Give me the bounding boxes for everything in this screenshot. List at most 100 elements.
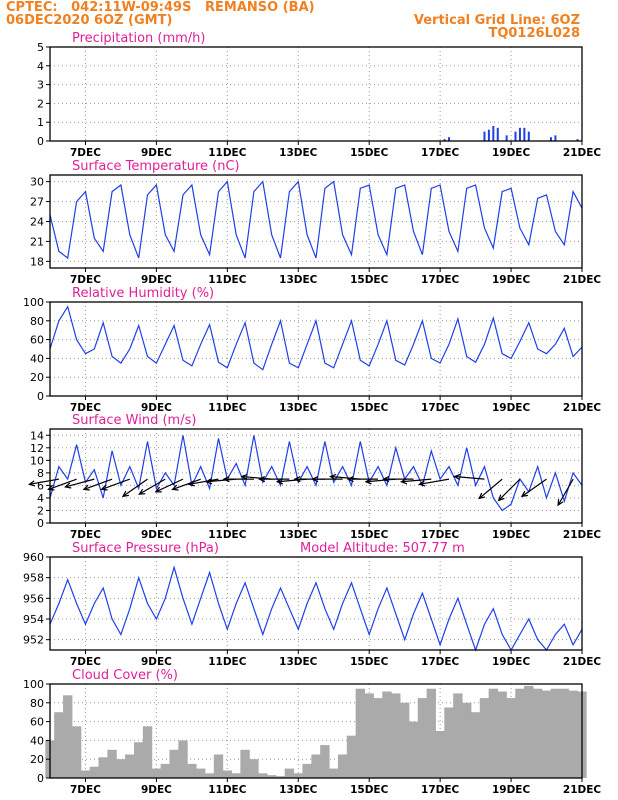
- x-tick-label: 15DEC: [350, 784, 389, 796]
- cloud-bar: [98, 757, 108, 778]
- cloud-bar: [293, 773, 303, 778]
- x-tick-label: 15DEC: [350, 147, 389, 159]
- cloud-bar: [488, 688, 499, 778]
- cloud-bar: [559, 688, 569, 778]
- wind-vector: [454, 475, 485, 480]
- series-line: [49, 435, 583, 512]
- wind-vector: [419, 478, 450, 485]
- wind-arrowhead: [364, 478, 372, 485]
- x-tick-label: 17DEC: [421, 784, 460, 796]
- precip-bar: [505, 135, 508, 141]
- wind-arrowhead: [222, 475, 230, 483]
- cloud-bar: [435, 731, 445, 778]
- x-tick-label: 13DEC: [279, 274, 318, 286]
- cloud-bar: [373, 698, 383, 778]
- y-tick-label: 20: [30, 753, 44, 766]
- wind-arrowhead: [204, 478, 213, 485]
- cloud-bar: [160, 763, 170, 778]
- wind-vector: [122, 478, 148, 497]
- wind-arrowhead: [520, 490, 528, 498]
- wind-arrowhead: [240, 473, 248, 481]
- cloud-bar: [329, 768, 339, 778]
- wind-arrowhead: [453, 473, 461, 481]
- precip-bar: [496, 127, 499, 141]
- x-tick-label: 21DEC: [563, 147, 602, 159]
- cloud-bar: [382, 691, 392, 778]
- cloud-bar: [417, 698, 428, 778]
- wind-vector: [557, 478, 574, 506]
- wind-vector: [29, 478, 59, 485]
- panel-2: 18 21 24 27 30 7DEC 9DEC 11DEC 13DEC 15DEC 17DEC 19…: [30, 159, 601, 286]
- y-tick-label: 60: [30, 716, 44, 729]
- cloud-bar: [266, 775, 277, 778]
- y-tick-label: 2: [37, 97, 44, 110]
- plot-frame: [49, 683, 583, 779]
- wind-arrowhead: [478, 492, 486, 500]
- cloud-bar: [524, 685, 534, 778]
- wind-vector: [172, 478, 201, 490]
- wind-arrowhead: [64, 482, 72, 489]
- y-tick-label: 10: [30, 454, 44, 467]
- wind-arrowhead: [346, 475, 354, 483]
- cloud-bar: [89, 766, 100, 778]
- y-tick-label: 27: [30, 196, 44, 209]
- series-line: [49, 565, 583, 652]
- y-tick-label: 12: [30, 442, 44, 455]
- x-tick-label: 13DEC: [279, 784, 318, 796]
- x-tick-label: 21DEC: [563, 529, 602, 541]
- cloud-bar: [54, 712, 64, 778]
- y-tick-label: 956: [23, 592, 44, 605]
- cloud-bar: [213, 754, 224, 778]
- wind-arrowhead: [293, 475, 301, 483]
- x-tick-label: 7DEC: [70, 402, 101, 414]
- precip-bar: [518, 127, 521, 141]
- x-tick-label: 19DEC: [492, 529, 531, 541]
- cloud-bar: [178, 740, 188, 778]
- panel-title: Cloud Cover (%): [72, 668, 178, 683]
- y-tick-label: 60: [30, 334, 44, 347]
- precip-bar: [549, 137, 552, 141]
- panel-title: Relative Humidity (%): [72, 286, 214, 301]
- cloud-bar: [151, 768, 162, 778]
- wind-arrowhead: [171, 484, 179, 491]
- cloud-bar: [453, 693, 463, 778]
- wind-vector: [101, 478, 131, 490]
- wind-vector: [48, 478, 77, 490]
- y-tick-label: 0: [37, 135, 44, 148]
- x-tick-label: 9DEC: [141, 402, 172, 414]
- wind-vector: [65, 478, 95, 488]
- x-tick-label: 9DEC: [141, 656, 172, 668]
- precip-bar: [576, 139, 579, 141]
- y-tick-label: 0: [37, 772, 44, 785]
- wind-arrowhead: [121, 490, 129, 498]
- series-line: [49, 305, 583, 371]
- cloud-bar: [532, 688, 543, 778]
- cloud-bar: [364, 693, 374, 778]
- cloud-bar: [506, 698, 516, 778]
- y-tick-label: 1: [37, 116, 44, 129]
- wind-arrowhead: [138, 488, 146, 495]
- cloud-bar: [399, 702, 410, 778]
- cloud-bar: [302, 763, 312, 778]
- precip-bar: [483, 131, 486, 141]
- panel-title: Surface Pressure (hPa): [72, 541, 219, 556]
- cloud-bar: [63, 695, 73, 778]
- cloud-bar: [479, 698, 490, 778]
- x-tick-label: 11DEC: [208, 656, 247, 668]
- wind-arrowhead: [47, 484, 55, 491]
- wind-arrowhead: [382, 475, 390, 483]
- cloud-bar: [71, 726, 82, 778]
- y-tick-label: 80: [30, 697, 44, 710]
- y-tick-label: 954: [23, 613, 44, 626]
- y-tick-label: 20: [30, 371, 44, 384]
- x-tick-label: 11DEC: [208, 147, 247, 159]
- header-station: CPTEC: 042:11W-09:49S REMANSO (BA): [6, 0, 315, 15]
- y-tick-label: 4: [37, 492, 44, 505]
- y-tick-label: 5: [37, 41, 44, 54]
- cloud-bar: [80, 770, 91, 778]
- cloud-bar: [196, 768, 206, 778]
- wind-arrowhead: [400, 478, 408, 485]
- precip-bar: [448, 137, 450, 141]
- x-tick-label: 19DEC: [492, 656, 531, 668]
